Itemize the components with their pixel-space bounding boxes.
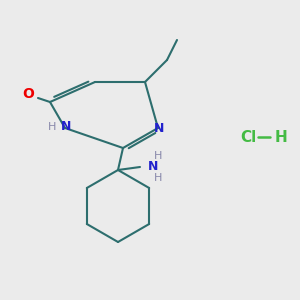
Text: O: O [22, 87, 34, 101]
Text: H: H [275, 130, 288, 145]
Text: H: H [48, 122, 56, 132]
Text: H: H [154, 151, 162, 161]
Text: N: N [148, 160, 158, 173]
Text: N: N [61, 121, 71, 134]
Text: H: H [154, 173, 162, 183]
Text: N: N [154, 122, 164, 134]
Text: Cl: Cl [240, 130, 256, 145]
